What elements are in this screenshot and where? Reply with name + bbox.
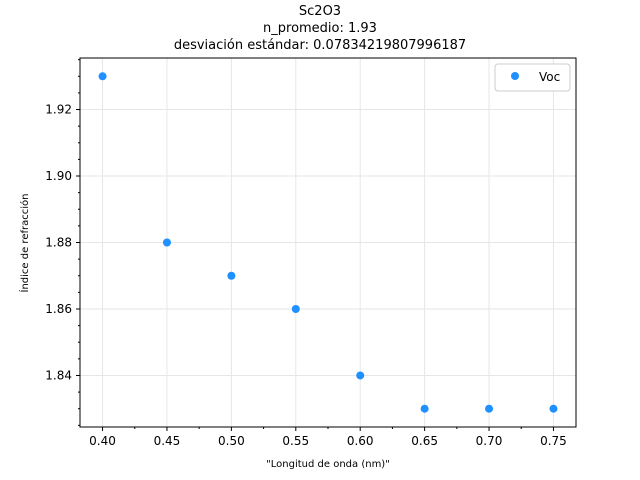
- chart-subtitle-mean: n_promedio: 1.93: [263, 21, 377, 36]
- y-tick-label: 1.92: [45, 103, 72, 117]
- data-point: [549, 404, 558, 413]
- data-point: [485, 404, 494, 413]
- x-tick-label: 0.45: [154, 434, 181, 448]
- x-tick-label: 0.60: [347, 434, 374, 448]
- x-axis-label: "Longitud de onda (nm)": [266, 459, 390, 470]
- x-tick-label: 0.55: [282, 434, 309, 448]
- data-point: [227, 271, 236, 280]
- axis-ticks: 0.40 0.45 0.50 0.55 0.60 0.65 0.70 0.75 1.84 1.86…: [45, 59, 567, 448]
- y-tick-label: 1.84: [45, 368, 72, 382]
- x-tick-label: 0.75: [540, 434, 567, 448]
- x-tick-label: 0.65: [411, 434, 438, 448]
- legend: Voc: [494, 63, 571, 92]
- y-tick-label: 1.90: [45, 169, 72, 183]
- data-point: [291, 304, 300, 313]
- chart-subtitle-std: desviación estándar: 0.07834219807996187: [173, 38, 467, 53]
- data-point: [420, 404, 429, 413]
- legend-box: [494, 63, 571, 92]
- x-tick-label: 0.70: [476, 434, 503, 448]
- y-tick-label: 1.86: [45, 302, 72, 316]
- grid-lines: [80, 58, 576, 427]
- legend-marker: [511, 72, 519, 80]
- legend-label: Voc: [539, 70, 560, 84]
- chart-title-block: Sc2O3 n_promedio: 1.93 desviación estánd…: [0, 3, 640, 54]
- chart-title: Sc2O3: [298, 4, 342, 19]
- y-tick-label: 1.88: [45, 236, 72, 250]
- y-axis-label: Índice de refracción: [18, 194, 31, 293]
- data-point: [356, 371, 365, 380]
- data-point: [162, 238, 171, 247]
- data-point: [98, 72, 107, 81]
- x-tick-label: 0.40: [89, 434, 116, 448]
- x-tick-label: 0.50: [218, 434, 245, 448]
- data-points: [98, 72, 558, 413]
